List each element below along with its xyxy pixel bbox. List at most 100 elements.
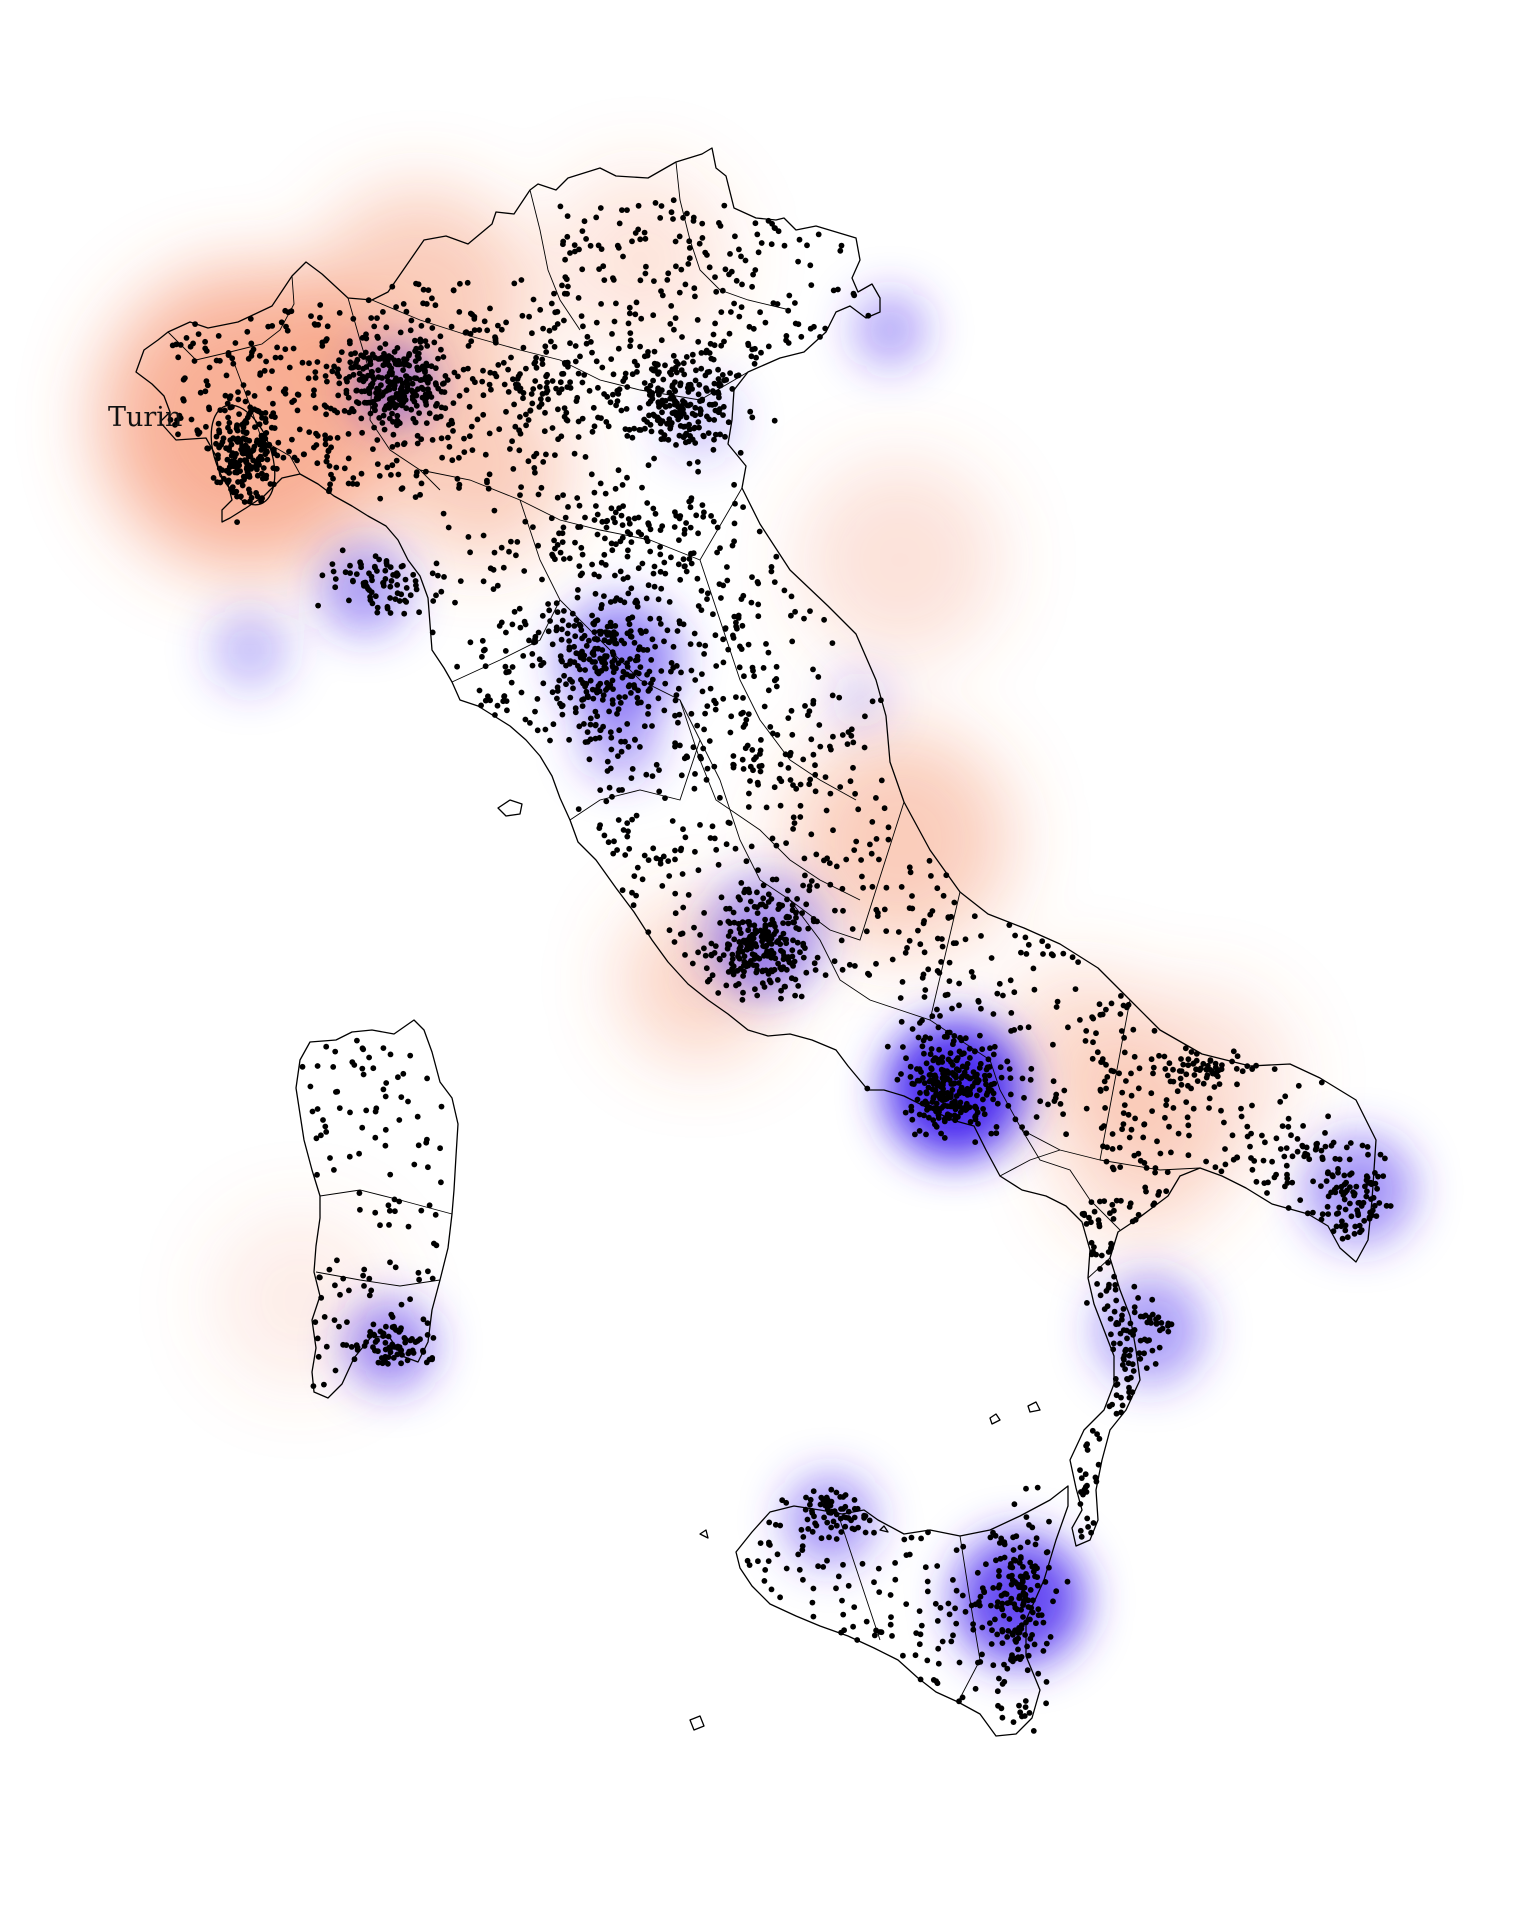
settlement-dot: [425, 391, 432, 398]
settlement-dot: [384, 603, 391, 610]
settlement-dot: [971, 913, 978, 920]
settlement-dot: [401, 393, 408, 400]
settlement-dot: [603, 524, 610, 531]
settlement-dot: [709, 823, 716, 830]
settlement-dot: [576, 563, 583, 569]
settlement-dot: [921, 994, 928, 1000]
settlement-dot: [753, 354, 759, 361]
settlement-dot: [386, 401, 393, 407]
settlement-dot: [533, 354, 539, 361]
settlement-dot: [907, 1074, 914, 1080]
settlement-dot: [1364, 1174, 1371, 1181]
settlement-dot: [386, 386, 393, 393]
settlement-dot: [725, 933, 732, 939]
settlement-dot: [918, 1069, 924, 1075]
settlement-dot: [380, 412, 387, 419]
settlement-dot: [353, 399, 360, 405]
settlement-dot: [261, 445, 268, 451]
settlement-dot: [922, 1564, 929, 1571]
settlement-dot: [707, 340, 714, 347]
settlement-dot: [624, 833, 631, 840]
settlement-dot: [353, 571, 360, 577]
settlement-dot: [598, 246, 605, 253]
settlement-dot: [1125, 1111, 1132, 1118]
settlement-dot: [980, 1106, 986, 1112]
settlement-dot: [623, 406, 630, 412]
settlement-dot: [916, 1128, 923, 1134]
settlement-dot: [978, 933, 984, 939]
settlement-dot: [962, 936, 969, 943]
small-island: [989, 1413, 1001, 1425]
settlement-dot: [395, 471, 402, 478]
settlement-dot: [745, 342, 752, 349]
settlement-dot: [773, 683, 780, 690]
settlement-dot: [513, 552, 519, 559]
settlement-dot: [327, 435, 334, 441]
settlement-dot: [706, 264, 713, 271]
settlement-dot: [1053, 1004, 1060, 1010]
settlement-dot: [1030, 1568, 1037, 1575]
settlement-dot: [330, 568, 337, 575]
settlement-dot: [975, 1659, 981, 1666]
settlement-dot: [817, 743, 824, 750]
settlement-dot: [626, 615, 632, 622]
settlement-dot: [749, 747, 756, 753]
settlement-dot: [407, 327, 414, 334]
settlement-dot: [620, 253, 626, 260]
settlement-dot: [949, 1005, 955, 1012]
settlement-dot: [420, 286, 427, 293]
settlement-dot: [608, 356, 615, 362]
settlement-dot: [752, 986, 758, 993]
settlement-dot: [778, 987, 784, 994]
settlement-dot: [1159, 1325, 1166, 1332]
settlement-dot: [665, 858, 672, 864]
settlement-dot: [701, 726, 707, 733]
settlement-dot: [203, 348, 210, 354]
settlement-dot: [529, 330, 535, 337]
settlement-dot: [1094, 1049, 1101, 1056]
settlement-dot: [343, 376, 350, 382]
settlement-dot: [672, 388, 679, 394]
settlement-dot: [456, 309, 463, 315]
settlement-dot: [575, 418, 582, 425]
settlement-dot: [1108, 1067, 1115, 1074]
settlement-dot: [932, 1600, 939, 1607]
settlement-dot: [826, 860, 833, 867]
settlement-dot: [1137, 1355, 1144, 1362]
settlement-dot: [467, 639, 474, 646]
settlement-dot: [662, 680, 669, 687]
settlement-dot: [769, 835, 776, 842]
settlement-dot: [806, 781, 813, 788]
settlement-dot: [487, 565, 494, 572]
settlement-dot: [372, 1134, 379, 1141]
settlement-dot: [424, 1320, 431, 1326]
settlement-dot: [1285, 1115, 1292, 1122]
settlement-dot: [392, 358, 399, 365]
settlement-dot: [946, 1611, 953, 1618]
settlement-dot: [573, 617, 580, 623]
settlement-dot: [851, 1604, 858, 1610]
settlement-dot: [381, 406, 388, 413]
settlement-dot: [610, 850, 617, 857]
settlement-dot: [389, 410, 395, 417]
settlement-dot: [725, 646, 732, 653]
settlement-dot: [1010, 1534, 1016, 1541]
settlement-dot: [478, 702, 484, 709]
settlement-dot: [1130, 1026, 1137, 1033]
settlement-dot: [1110, 1216, 1117, 1222]
settlement-dot: [662, 362, 668, 369]
settlement-dot: [215, 333, 222, 339]
settlement-dot: [543, 384, 550, 391]
settlement-dot: [969, 1083, 976, 1090]
settlement-dot: [175, 354, 182, 361]
settlement-dot: [226, 419, 233, 426]
settlement-dot: [706, 738, 713, 744]
settlement-dot: [788, 593, 795, 600]
settlement-dot: [566, 638, 572, 644]
settlement-dot: [552, 556, 558, 563]
settlement-dot: [816, 722, 823, 728]
settlement-dot: [751, 903, 758, 910]
settlement-dot: [234, 519, 241, 525]
settlement-dot: [392, 596, 399, 602]
settlement-dot: [471, 316, 478, 322]
